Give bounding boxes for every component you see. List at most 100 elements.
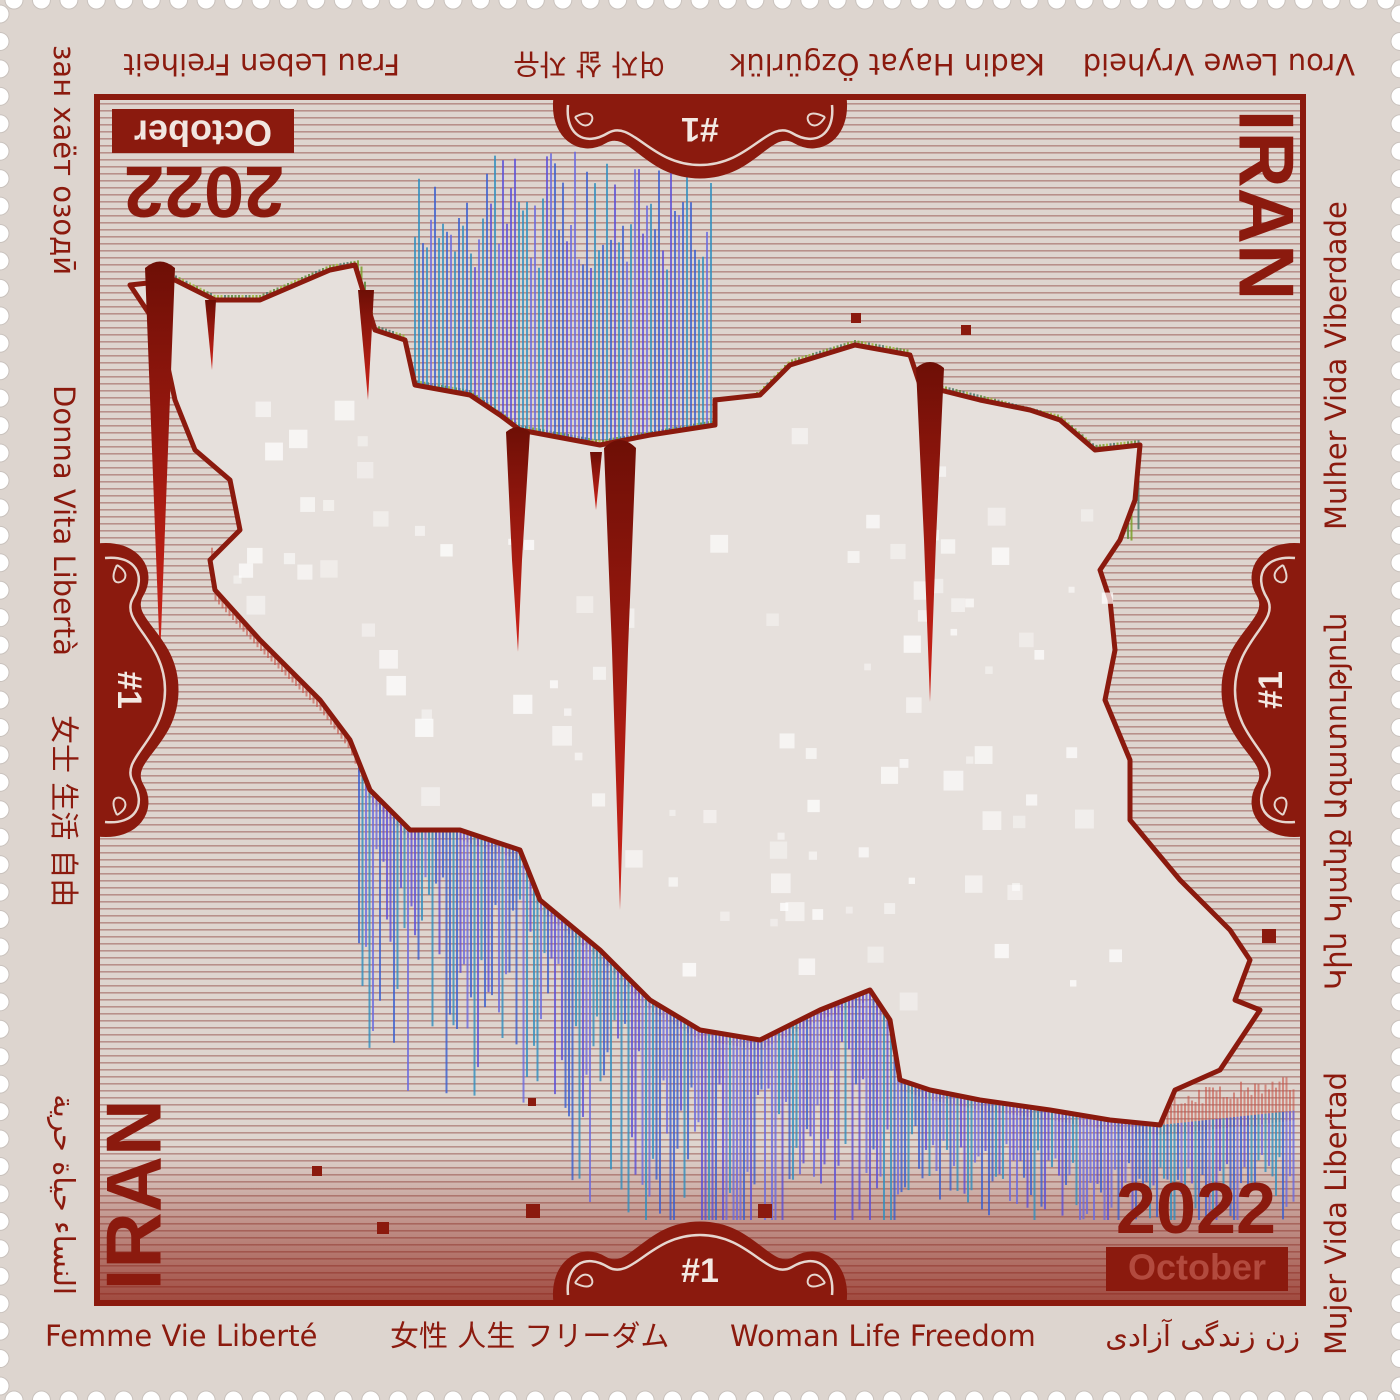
perforation — [717, 1390, 737, 1400]
speckle — [283, 553, 296, 565]
speckle — [987, 507, 1006, 526]
perforation — [1294, 1390, 1314, 1400]
perforation — [31, 0, 51, 10]
cartouche-shape — [1221, 542, 1305, 838]
speckle — [943, 770, 964, 791]
perforation — [0, 251, 10, 271]
speckle — [1109, 949, 1123, 963]
speckle — [576, 596, 594, 614]
speckle — [255, 401, 272, 418]
perforation — [59, 0, 79, 10]
perforation — [0, 882, 10, 902]
perforation — [1390, 1266, 1400, 1286]
perforation — [635, 0, 655, 10]
perforation — [855, 1390, 875, 1400]
perforation — [855, 0, 875, 10]
perforation — [169, 0, 189, 10]
speckle — [866, 514, 880, 529]
perforation — [1376, 1390, 1396, 1400]
cartouche-ornament — [104, 556, 167, 824]
perforation — [0, 964, 10, 984]
perforation — [1390, 333, 1400, 353]
speckle — [549, 680, 558, 689]
perforation — [525, 0, 545, 10]
perforation — [0, 937, 10, 957]
slogan: 女士 生活 自由 — [47, 715, 81, 907]
speckle — [323, 499, 335, 512]
perforation — [1390, 1129, 1400, 1149]
speckle — [288, 429, 308, 449]
speckle — [421, 787, 440, 806]
perforation — [0, 1349, 10, 1369]
perforation — [388, 0, 408, 10]
perforation — [1349, 0, 1369, 10]
perforation — [0, 1047, 10, 1067]
perforation — [1390, 141, 1400, 161]
speckle — [513, 694, 533, 714]
perforation — [0, 1184, 10, 1204]
speckle — [864, 663, 871, 671]
speckle — [951, 598, 965, 613]
perforation — [416, 1390, 436, 1400]
speckle — [668, 877, 678, 887]
perforation — [1390, 910, 1400, 930]
perforation — [0, 31, 10, 51]
perforation — [800, 1390, 820, 1400]
perforation — [663, 0, 683, 10]
speckle — [1080, 509, 1094, 522]
perforation — [251, 0, 271, 10]
speckle — [703, 809, 717, 824]
perforation — [0, 333, 10, 353]
perforation — [1390, 690, 1400, 710]
top-left-corner: 2022 October — [112, 109, 294, 231]
perforation — [0, 224, 10, 244]
perforation — [0, 169, 10, 189]
perforation — [0, 827, 10, 847]
perforation — [470, 0, 490, 10]
perforation — [0, 1019, 10, 1039]
speckle — [682, 962, 697, 977]
drip — [145, 261, 175, 660]
perforation — [937, 1390, 957, 1400]
perforation — [0, 992, 10, 1012]
speckle — [906, 697, 922, 713]
speckle — [770, 873, 791, 894]
perforation — [59, 1390, 79, 1400]
perforation — [278, 0, 298, 10]
dot — [526, 1204, 540, 1218]
perforation — [580, 0, 600, 10]
speckle — [238, 563, 254, 578]
perforation — [1390, 306, 1400, 326]
speckle — [965, 875, 983, 893]
speckle — [798, 958, 816, 976]
dot — [377, 1222, 389, 1234]
perforation — [0, 470, 10, 490]
speckle — [1068, 586, 1075, 593]
perforation — [910, 1390, 930, 1400]
cartouche-ornament — [1273, 564, 1288, 816]
cartouche-ornament — [112, 564, 127, 816]
perforation — [1266, 1390, 1286, 1400]
perforation — [196, 0, 216, 10]
drip — [205, 300, 216, 370]
perforation — [1390, 553, 1400, 573]
perforation — [1390, 580, 1400, 600]
perforation — [1390, 882, 1400, 902]
perforation — [333, 0, 353, 10]
speckle — [991, 547, 1010, 565]
slogan: зан хаёт озодӣ — [47, 45, 81, 275]
speckle — [415, 718, 434, 737]
slogans-right: Mujer Vida Libertad Կին Կյանք Ազատությու… — [1319, 201, 1353, 1355]
cartouche: #1 — [1221, 542, 1305, 838]
speckle — [769, 841, 788, 859]
speckle — [361, 623, 376, 637]
speckle — [847, 551, 860, 563]
speckle — [884, 903, 896, 915]
perforation — [0, 388, 10, 408]
perforation — [964, 0, 984, 10]
month-label: October — [1128, 1247, 1266, 1288]
perforation — [882, 1390, 902, 1400]
perforation — [361, 1390, 381, 1400]
